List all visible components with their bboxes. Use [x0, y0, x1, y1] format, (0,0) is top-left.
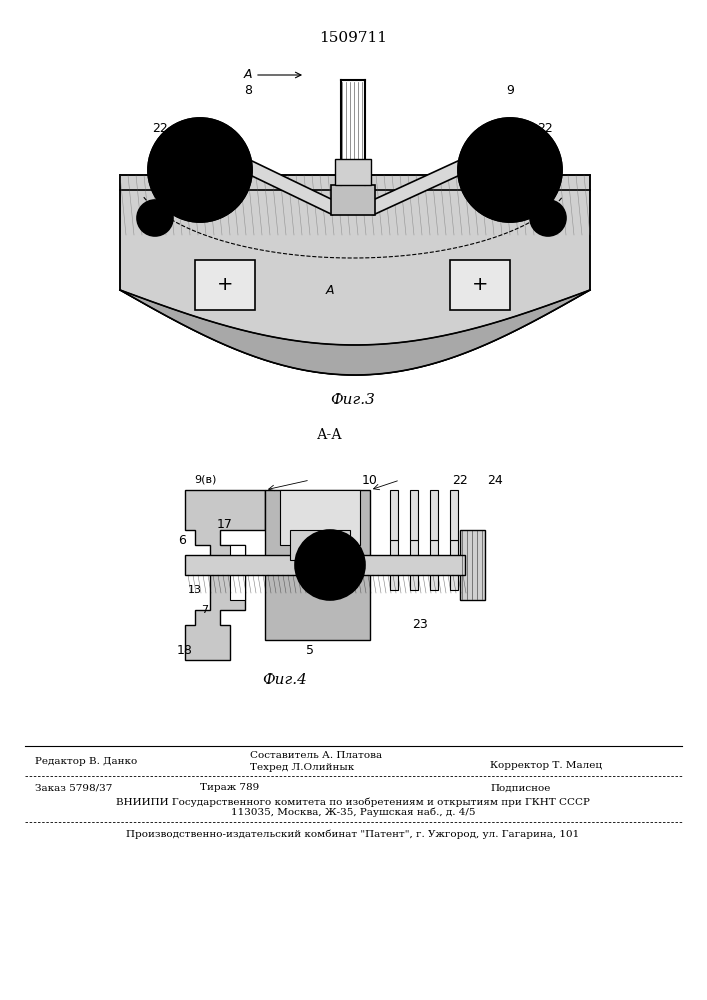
Bar — [460, 530, 485, 600]
Text: 23: 23 — [412, 618, 428, 632]
Text: 22: 22 — [152, 121, 168, 134]
Circle shape — [530, 200, 566, 236]
Text: 6: 6 — [178, 534, 186, 546]
Text: Техред Л.Олийнык: Техред Л.Олийнык — [250, 764, 354, 772]
Circle shape — [322, 557, 338, 573]
Text: Составитель А. Платова: Составитель А. Платова — [250, 752, 382, 760]
Bar — [450, 490, 458, 540]
Text: A: A — [244, 68, 252, 82]
Bar — [195, 260, 255, 310]
Text: A: A — [326, 284, 334, 296]
Text: 8: 8 — [244, 84, 252, 97]
Circle shape — [148, 211, 162, 225]
Text: 6: 6 — [391, 554, 399, 566]
Text: Фиг.3: Фиг.3 — [331, 393, 375, 407]
Bar — [450, 540, 458, 590]
Bar — [410, 540, 418, 590]
Circle shape — [137, 200, 173, 236]
Text: 9(в): 9(в) — [194, 475, 216, 485]
Text: Подписное: Подписное — [490, 784, 550, 792]
Polygon shape — [185, 490, 265, 660]
Text: 1509711: 1509711 — [319, 31, 387, 45]
Bar — [280, 490, 360, 545]
Text: +: + — [217, 275, 233, 294]
Circle shape — [458, 118, 562, 222]
Circle shape — [148, 118, 252, 222]
Text: 15: 15 — [177, 178, 193, 192]
Circle shape — [190, 160, 210, 180]
Text: 17: 17 — [217, 518, 233, 532]
Text: ВНИИПИ Государственного комитета по изобретениям и открытиям при ГКНТ СССР: ВНИИПИ Государственного комитета по изоб… — [116, 797, 590, 807]
Text: Тираж 789: Тираж 789 — [200, 784, 259, 792]
Text: 10: 10 — [362, 474, 378, 487]
Bar — [430, 540, 438, 590]
Text: Корректор Т. Малец: Корректор Т. Малец — [490, 762, 602, 770]
Text: Редактор В. Данко: Редактор В. Данко — [35, 758, 137, 766]
Text: 22: 22 — [537, 121, 553, 134]
Bar — [335, 159, 371, 185]
Text: 113035, Москва, Ж-35, Раушская наб., д. 4/5: 113035, Москва, Ж-35, Раушская наб., д. … — [230, 807, 475, 817]
Bar — [390, 490, 398, 540]
Circle shape — [541, 211, 555, 225]
Text: 7: 7 — [201, 605, 209, 615]
Text: 9: 9 — [506, 84, 514, 97]
Circle shape — [310, 545, 350, 585]
Bar — [430, 490, 438, 540]
Text: А-А: А-А — [317, 428, 343, 442]
Circle shape — [490, 150, 530, 190]
Bar — [185, 555, 465, 575]
Circle shape — [180, 150, 220, 190]
Text: 16: 16 — [510, 178, 526, 192]
Circle shape — [295, 530, 365, 600]
Bar — [290, 530, 350, 560]
Text: Производственно-издательский комбинат "Патент", г. Ужгород, ул. Гагарина, 101: Производственно-издательский комбинат "П… — [127, 829, 580, 839]
Text: 22: 22 — [452, 474, 468, 487]
Text: 18: 18 — [177, 644, 193, 656]
Text: 5: 5 — [306, 644, 314, 656]
Bar — [390, 540, 398, 590]
Polygon shape — [120, 290, 590, 375]
Circle shape — [500, 160, 520, 180]
Polygon shape — [265, 490, 370, 640]
Text: 13: 13 — [188, 585, 202, 595]
Bar — [410, 490, 418, 540]
Text: Заказ 5798/37: Заказ 5798/37 — [35, 784, 112, 792]
Polygon shape — [250, 160, 333, 215]
Text: +: + — [472, 275, 489, 294]
Bar — [230, 545, 245, 600]
Polygon shape — [120, 175, 590, 375]
Bar — [331, 185, 375, 215]
Polygon shape — [373, 160, 460, 215]
Text: 24: 24 — [487, 474, 503, 487]
Bar — [450, 260, 510, 310]
Text: Фиг.4: Фиг.4 — [262, 673, 308, 687]
